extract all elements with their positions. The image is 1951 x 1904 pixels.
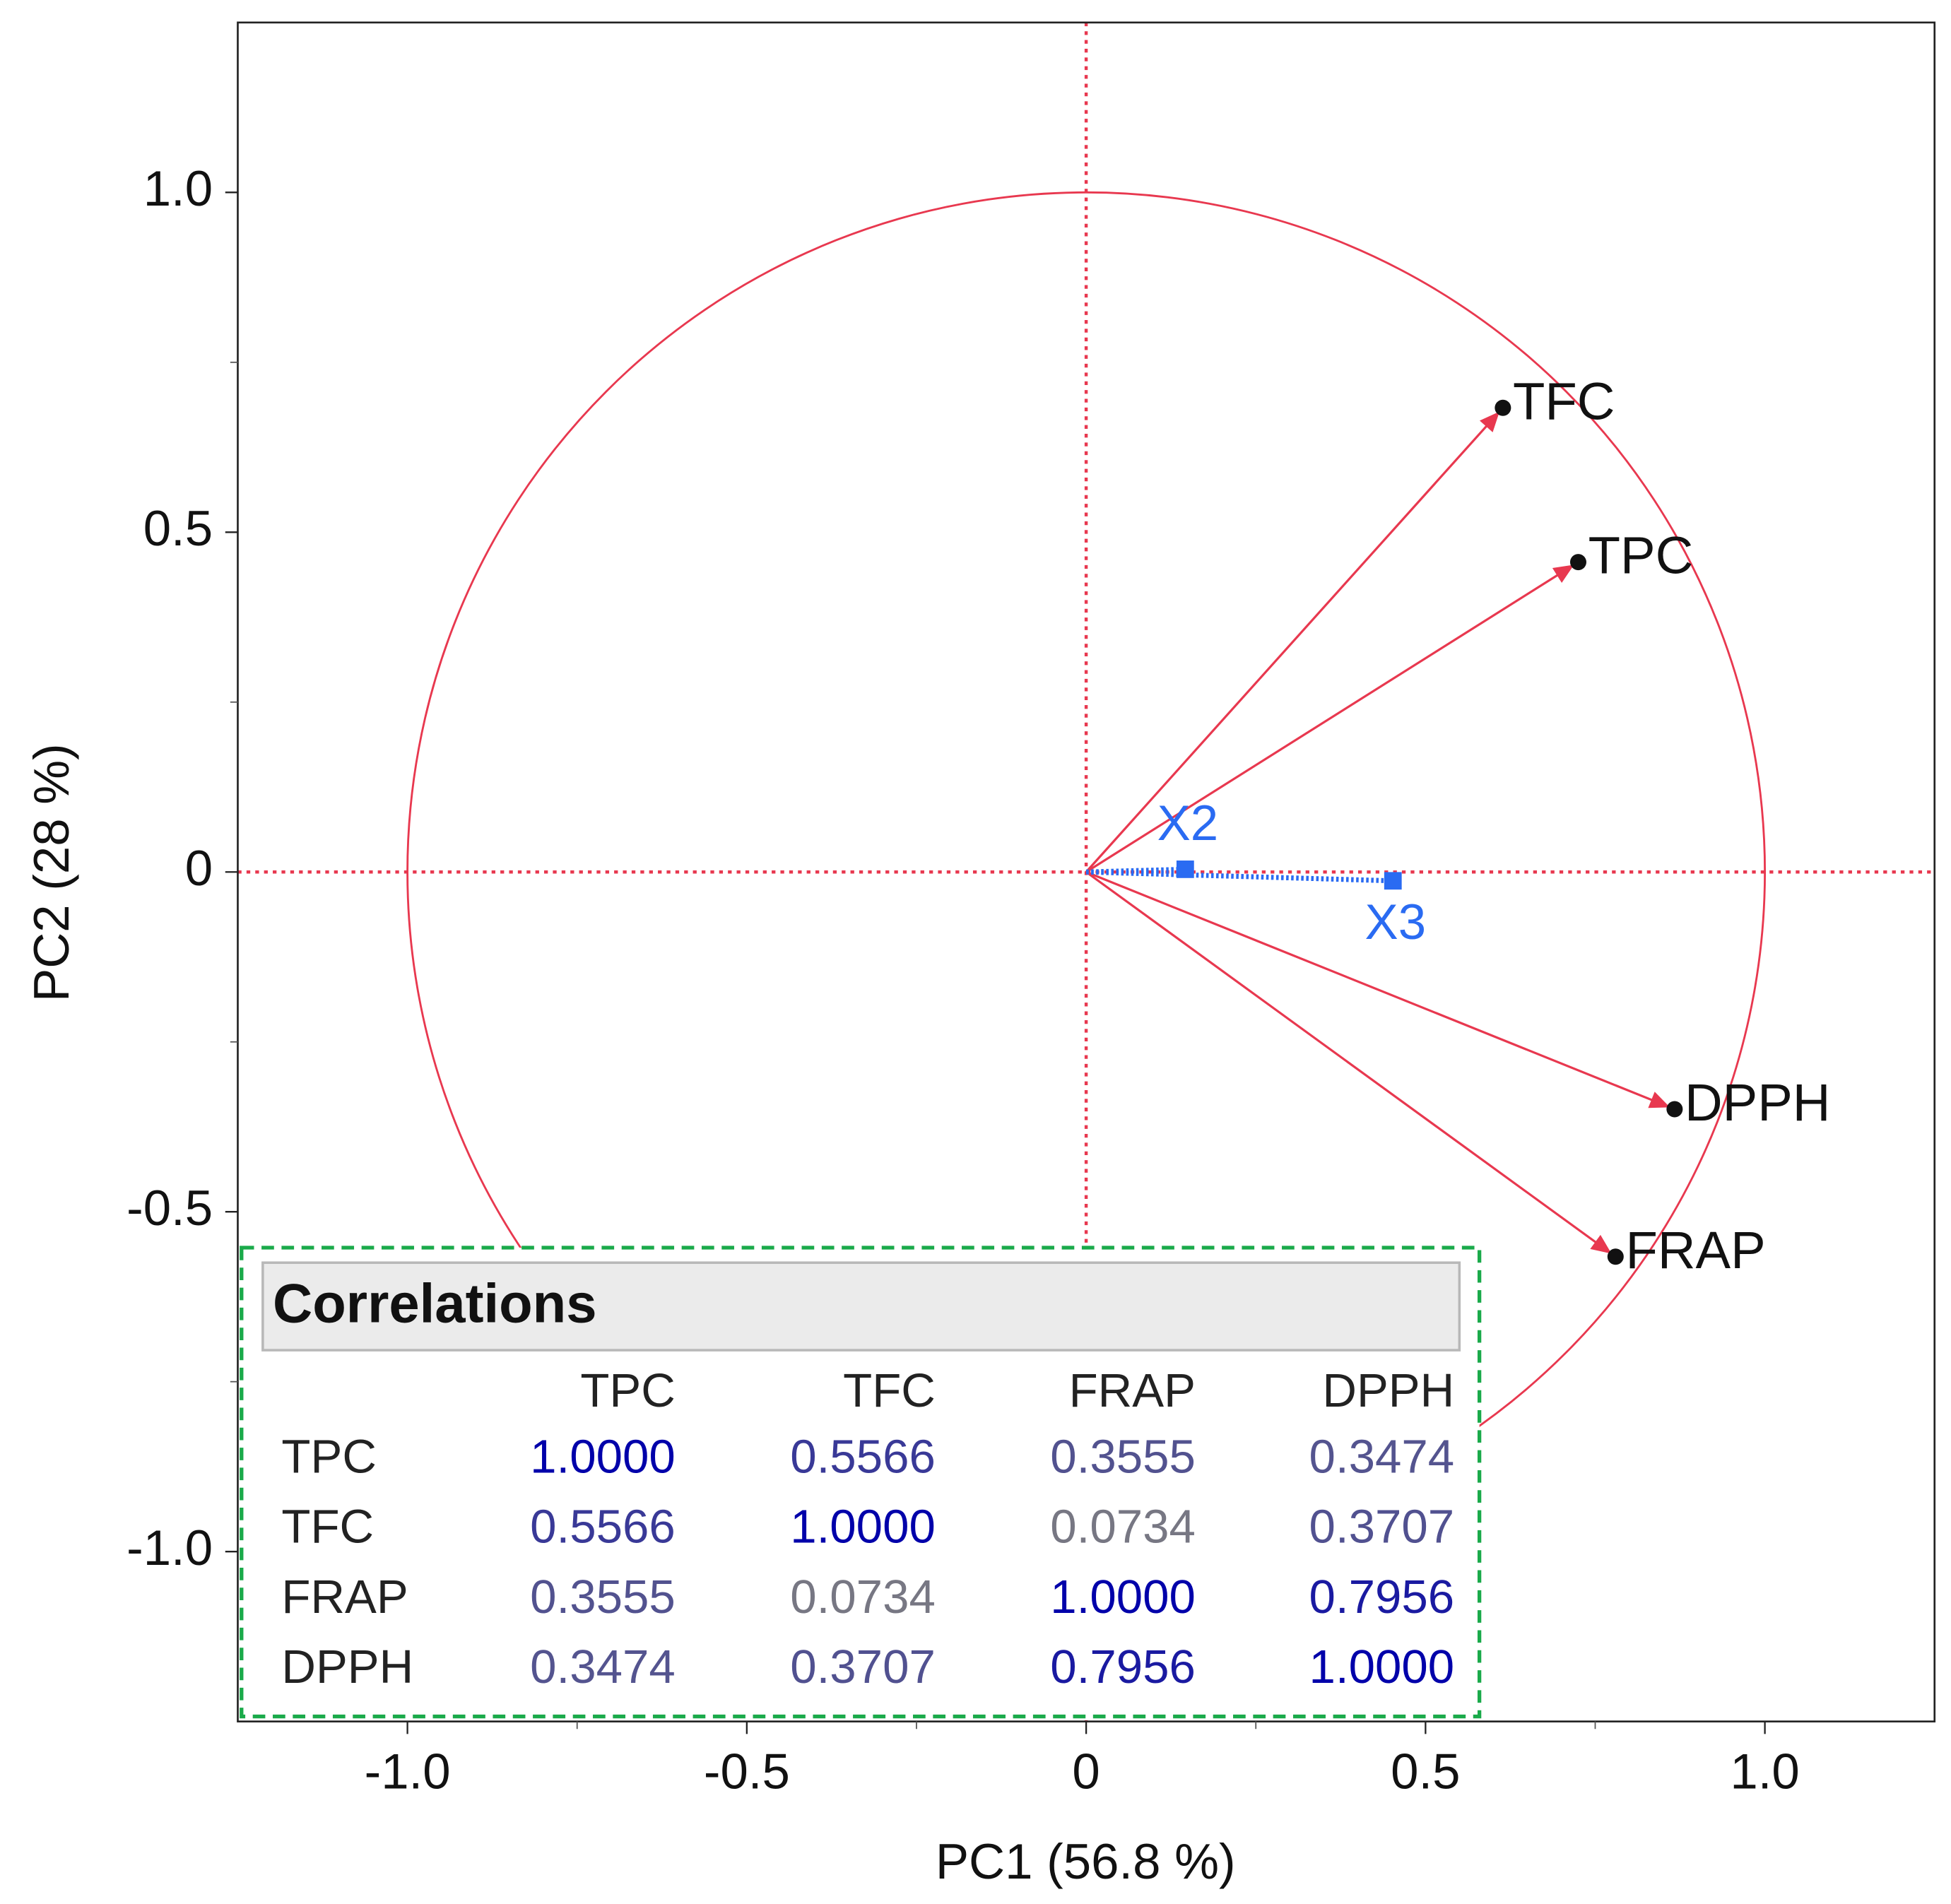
row-label: TFC xyxy=(281,1501,374,1554)
table-cell: 1.0000 xyxy=(1050,1571,1196,1624)
table-cell: 1.0000 xyxy=(790,1501,936,1554)
table-cell: 0.3555 xyxy=(1050,1431,1196,1484)
y-tick-label: 1.0 xyxy=(143,160,213,216)
supplementary-line xyxy=(1086,866,1186,875)
y-tick-label: -0.5 xyxy=(126,1180,213,1236)
table-cell: 0.0734 xyxy=(790,1571,936,1624)
table-cell: 0.5566 xyxy=(530,1501,676,1554)
arrow-head xyxy=(1479,411,1500,432)
supplementary-line xyxy=(1086,869,1393,884)
y-tick-label: -1.0 xyxy=(126,1520,213,1575)
table-cell: 0.5566 xyxy=(790,1431,936,1484)
arrow-head xyxy=(1552,564,1574,583)
correlations-table: Correlations TPC TFC FRAP DPPH TPC 1.0000 0.556… xyxy=(240,1246,1482,1719)
column-header: FRAP xyxy=(1069,1364,1196,1417)
point-label: DPPH xyxy=(1685,1073,1830,1132)
point-dot xyxy=(1607,1248,1624,1265)
table-cell: 0.7956 xyxy=(1309,1571,1455,1624)
table-cell: 0.3707 xyxy=(790,1640,936,1693)
x-tick-label: -1.0 xyxy=(365,1743,451,1799)
point-dot xyxy=(1666,1101,1683,1118)
point-label: X2 xyxy=(1157,795,1219,851)
point-label: X3 xyxy=(1365,894,1427,950)
point-dot xyxy=(1495,399,1511,416)
table-cell: 1.0000 xyxy=(1309,1640,1455,1693)
row-label: TPC xyxy=(281,1431,376,1484)
table-cell: 0.3555 xyxy=(530,1571,676,1624)
table-title-bar xyxy=(261,1261,1461,1352)
arrow-head xyxy=(1648,1092,1670,1108)
table-cell: 0.0734 xyxy=(1050,1501,1196,1554)
row-label: FRAP xyxy=(281,1571,408,1624)
loading-arrow xyxy=(1085,870,1675,1111)
point-label: TPC xyxy=(1588,526,1694,585)
table-cell: 0.7956 xyxy=(1050,1640,1196,1693)
x-tick-label: 0 xyxy=(1072,1743,1100,1799)
table-cell: 0.3474 xyxy=(530,1640,676,1693)
loading-arrow xyxy=(1085,561,1579,873)
table-cell: 0.3707 xyxy=(1309,1501,1455,1554)
x-tick-label: 1.0 xyxy=(1730,1743,1799,1799)
column-header: DPPH xyxy=(1322,1364,1454,1417)
x-tick-label: -0.5 xyxy=(704,1743,790,1799)
table-cell: 1.0000 xyxy=(530,1431,676,1484)
table-cell: 0.3474 xyxy=(1309,1431,1455,1484)
x-axis-label: PC1 (56.8 %) xyxy=(936,1833,1236,1889)
loading-arrow xyxy=(1085,870,1617,1258)
column-header: TFC xyxy=(843,1364,936,1417)
point-label: TFC xyxy=(1513,372,1615,430)
x-tick-label: 0.5 xyxy=(1391,1743,1460,1799)
table-title: Correlations xyxy=(273,1273,597,1334)
supplementary-point xyxy=(1384,872,1402,890)
point-dot xyxy=(1569,554,1586,571)
column-header: TPC xyxy=(580,1364,675,1417)
point-label: FRAP xyxy=(1625,1221,1765,1279)
y-tick-label: 0 xyxy=(185,840,213,896)
loading-arrow xyxy=(1085,407,1504,873)
row-label: DPPH xyxy=(281,1640,413,1693)
supplementary-point xyxy=(1176,861,1194,878)
arrow-head xyxy=(1590,1234,1612,1254)
y-axis-label: PC2 (28 %) xyxy=(23,743,79,1002)
y-tick-label: 0.5 xyxy=(143,500,213,556)
